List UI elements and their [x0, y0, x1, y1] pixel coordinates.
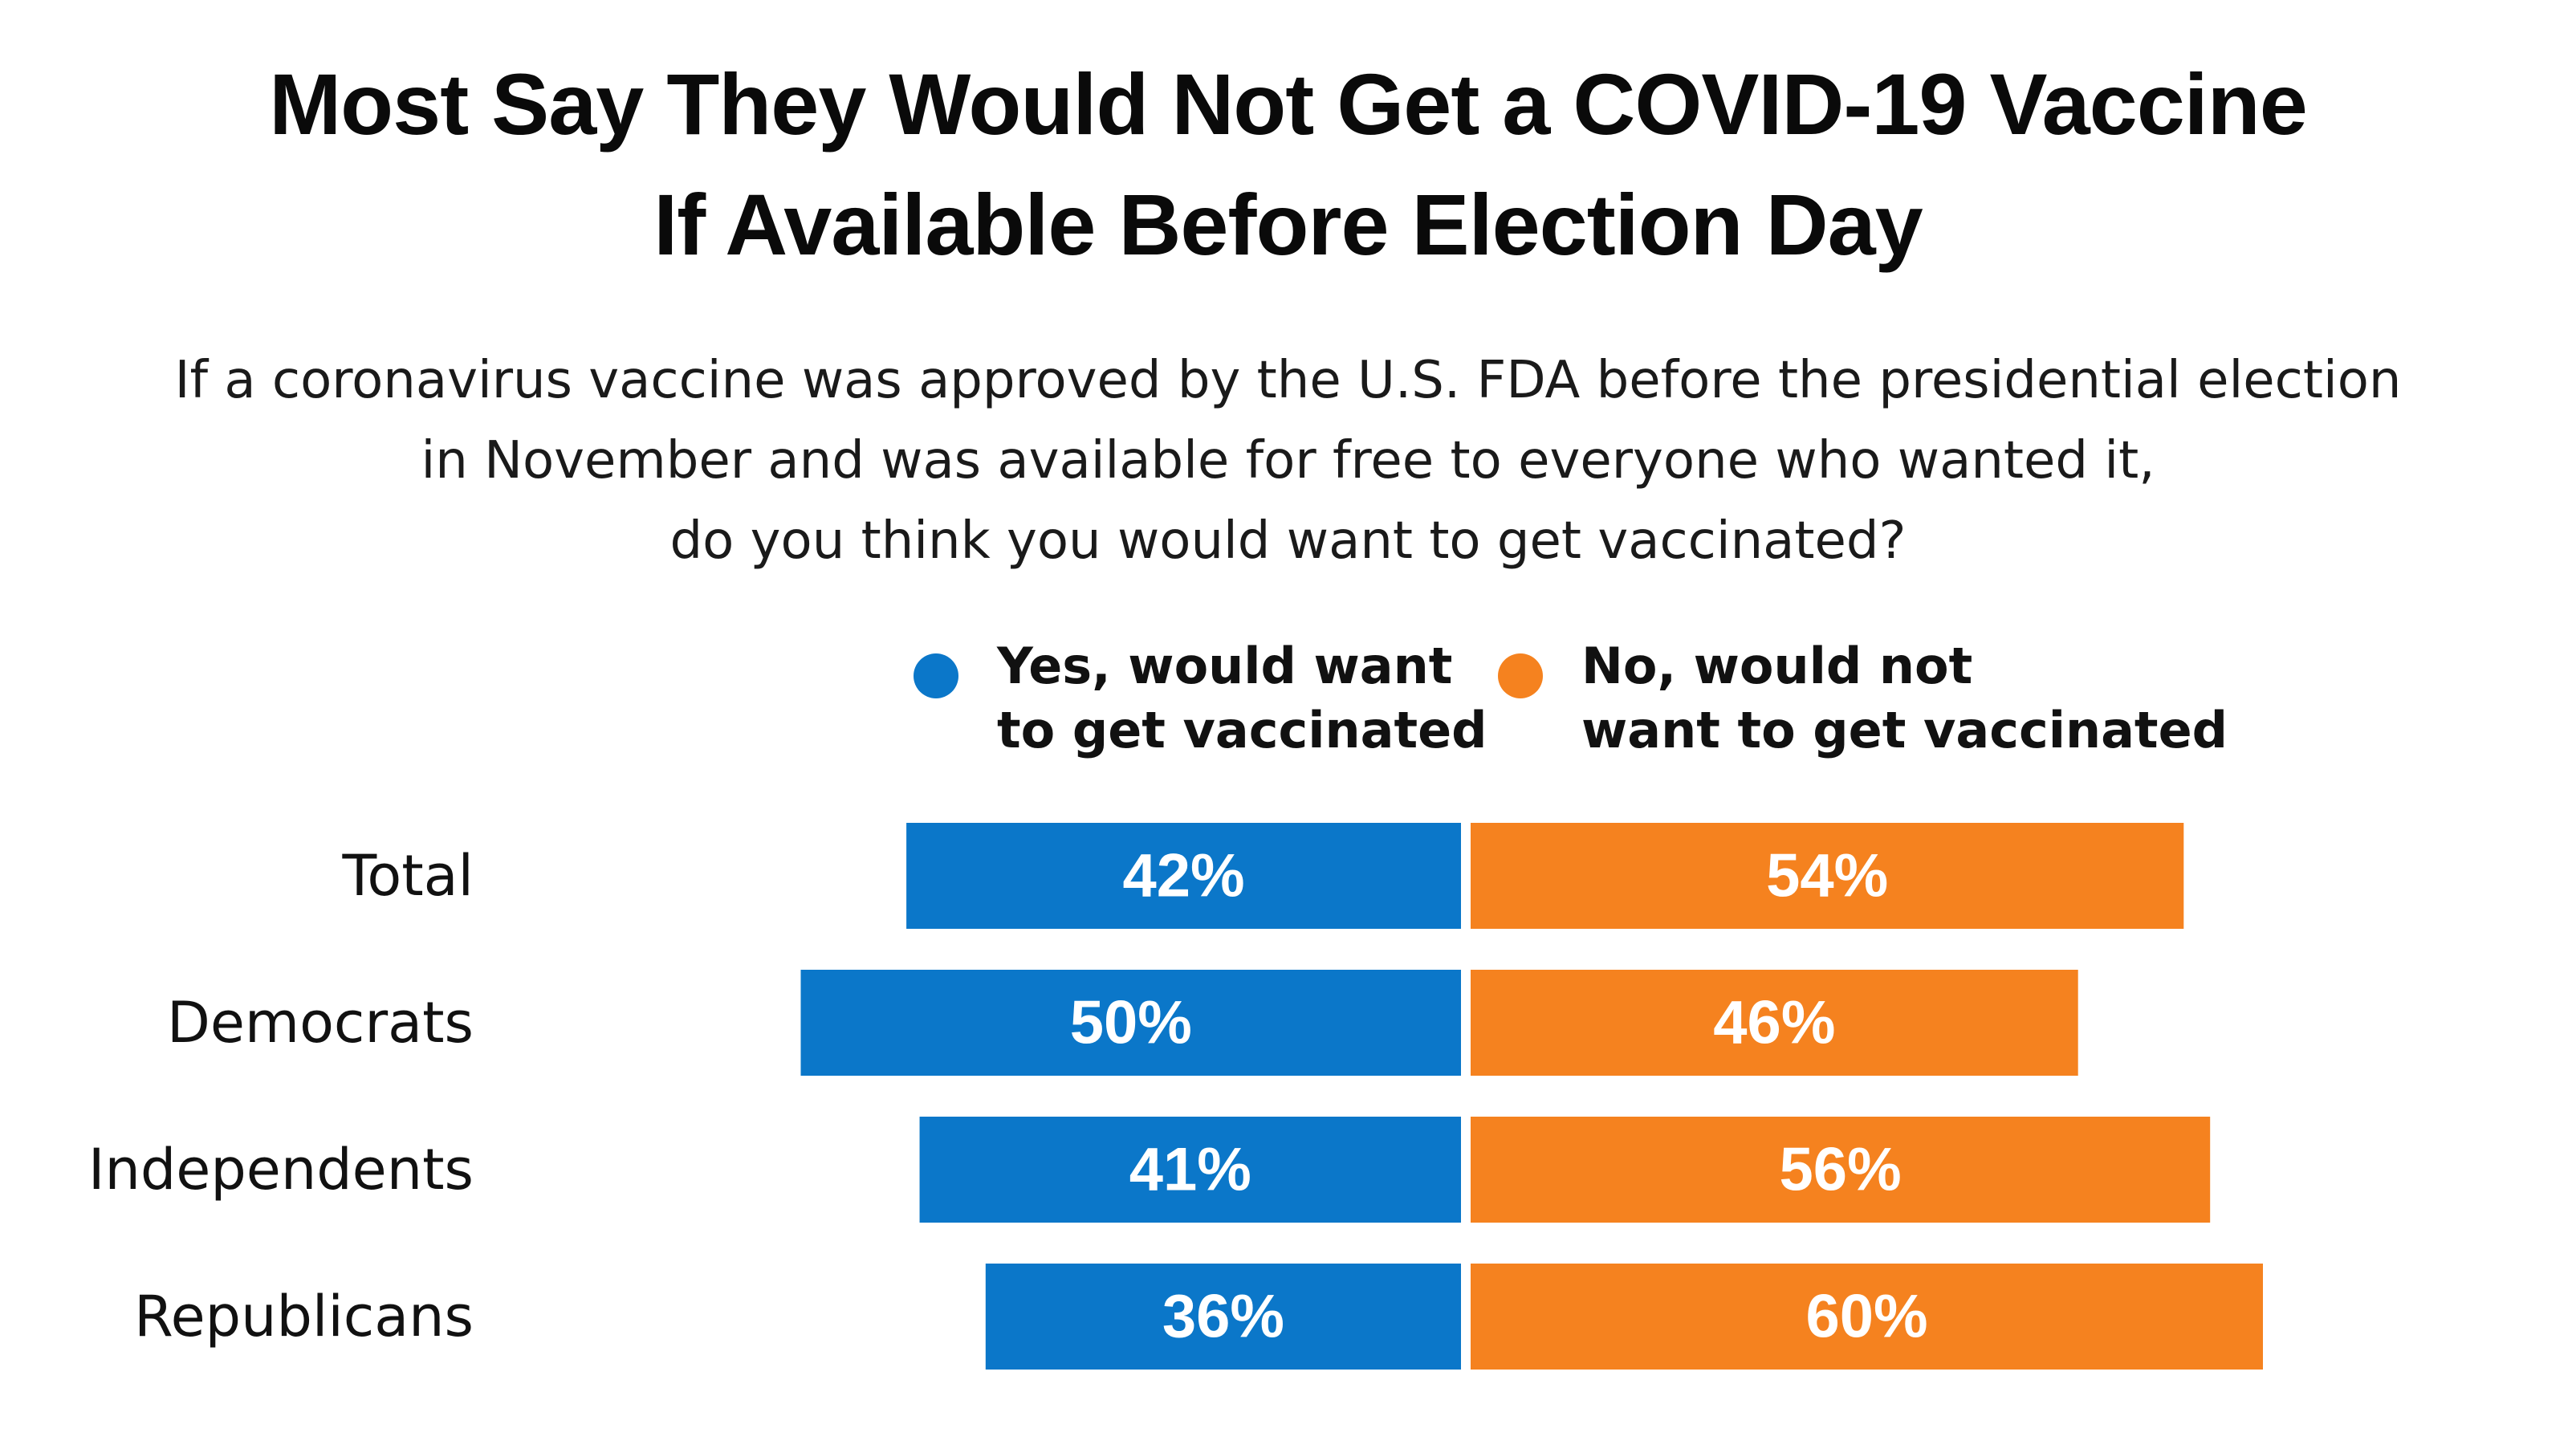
- bar-yes: [800, 970, 1461, 1076]
- chart-subtitle-line-2: in November and was available for free t…: [421, 431, 2155, 490]
- bar-yes: [985, 1264, 1461, 1370]
- bar-yes-value-label: 41%: [1129, 1136, 1251, 1204]
- chart-subtitle-line-1: If a coronavirus vaccine was approved by…: [174, 351, 2402, 410]
- bar-yes: [919, 1117, 1461, 1223]
- legend-no-swatch: [1498, 653, 1543, 698]
- bar-yes-value-label: 36%: [1162, 1283, 1284, 1351]
- bar-yes-value-label: 50%: [1070, 989, 1192, 1057]
- legend-yes-label: Yes, would want to get vaccinated: [997, 637, 1487, 759]
- category-label: Independents: [88, 1137, 474, 1203]
- legend-yes-swatch: [914, 653, 958, 698]
- category-label: Democrats: [167, 990, 474, 1056]
- bar-yes-value-label: 42%: [1122, 842, 1244, 910]
- bar-yes: [906, 823, 1461, 929]
- chart-title-line-2: If Available Before Election Day: [653, 176, 1923, 273]
- category-label: Republicans: [134, 1284, 474, 1349]
- bar-no: [1471, 823, 2184, 929]
- bar-no-value-label: 46%: [1713, 989, 1835, 1057]
- bar-no: [1471, 970, 2078, 1076]
- bar-no: [1471, 1264, 2263, 1370]
- bar-no-value-label: 60%: [1805, 1283, 1927, 1351]
- legend-no-label: No, would not want to get vaccinated: [1581, 637, 2228, 759]
- chart-title-line-1: Most Say They Would Not Get a COVID-19 V…: [269, 55, 2308, 153]
- bar-no-value-label: 54%: [1766, 842, 1888, 910]
- chart-subtitle-line-3: do you think you would want to get vacci…: [669, 511, 1907, 571]
- bar-no: [1471, 1117, 2211, 1223]
- bar-no-value-label: 56%: [1780, 1136, 1902, 1204]
- category-label: Total: [342, 843, 474, 909]
